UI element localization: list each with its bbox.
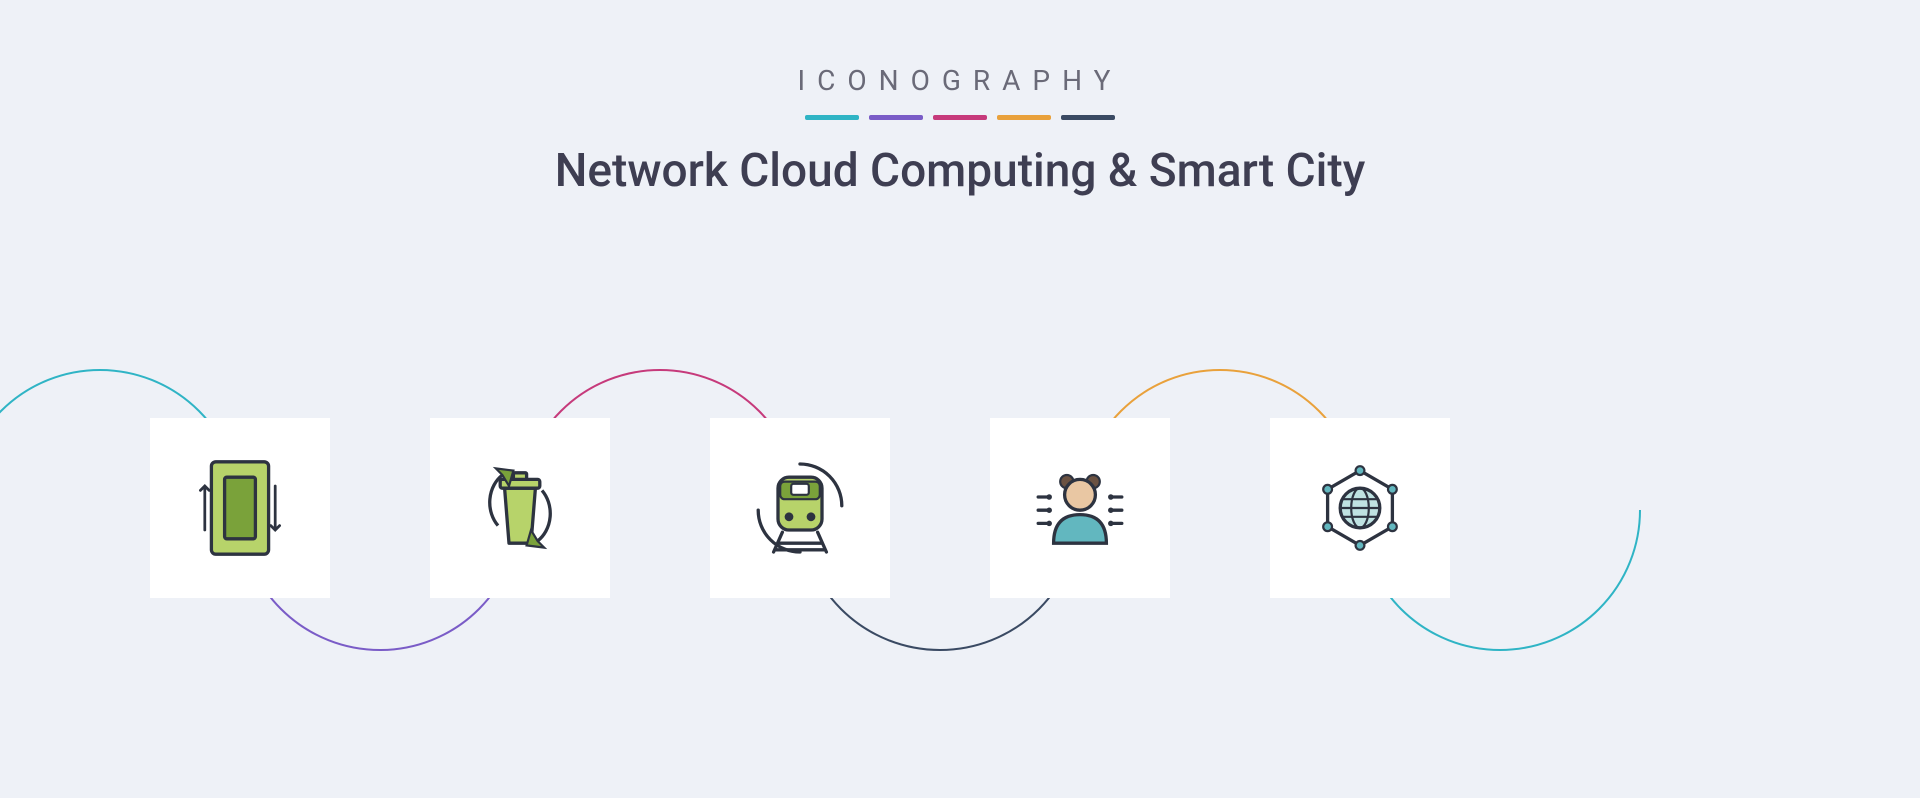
accent-bar <box>997 115 1051 120</box>
header: ICONOGRAPHY Network Cloud Computing & Sm… <box>0 0 1920 198</box>
global-network-icon <box>1270 418 1450 598</box>
metro-train-icon <box>710 418 890 598</box>
elevator-icon <box>150 418 330 598</box>
accent-bar <box>869 115 923 120</box>
brand-label: ICONOGRAPHY <box>0 64 1920 97</box>
accent-bar <box>1061 115 1115 120</box>
accent-divider <box>0 115 1920 120</box>
page-title: Network Cloud Computing & Smart City <box>0 144 1920 198</box>
recycle-bin-icon <box>430 418 610 598</box>
user-data-icon <box>990 418 1170 598</box>
accent-bar <box>805 115 859 120</box>
accent-bar <box>933 115 987 120</box>
